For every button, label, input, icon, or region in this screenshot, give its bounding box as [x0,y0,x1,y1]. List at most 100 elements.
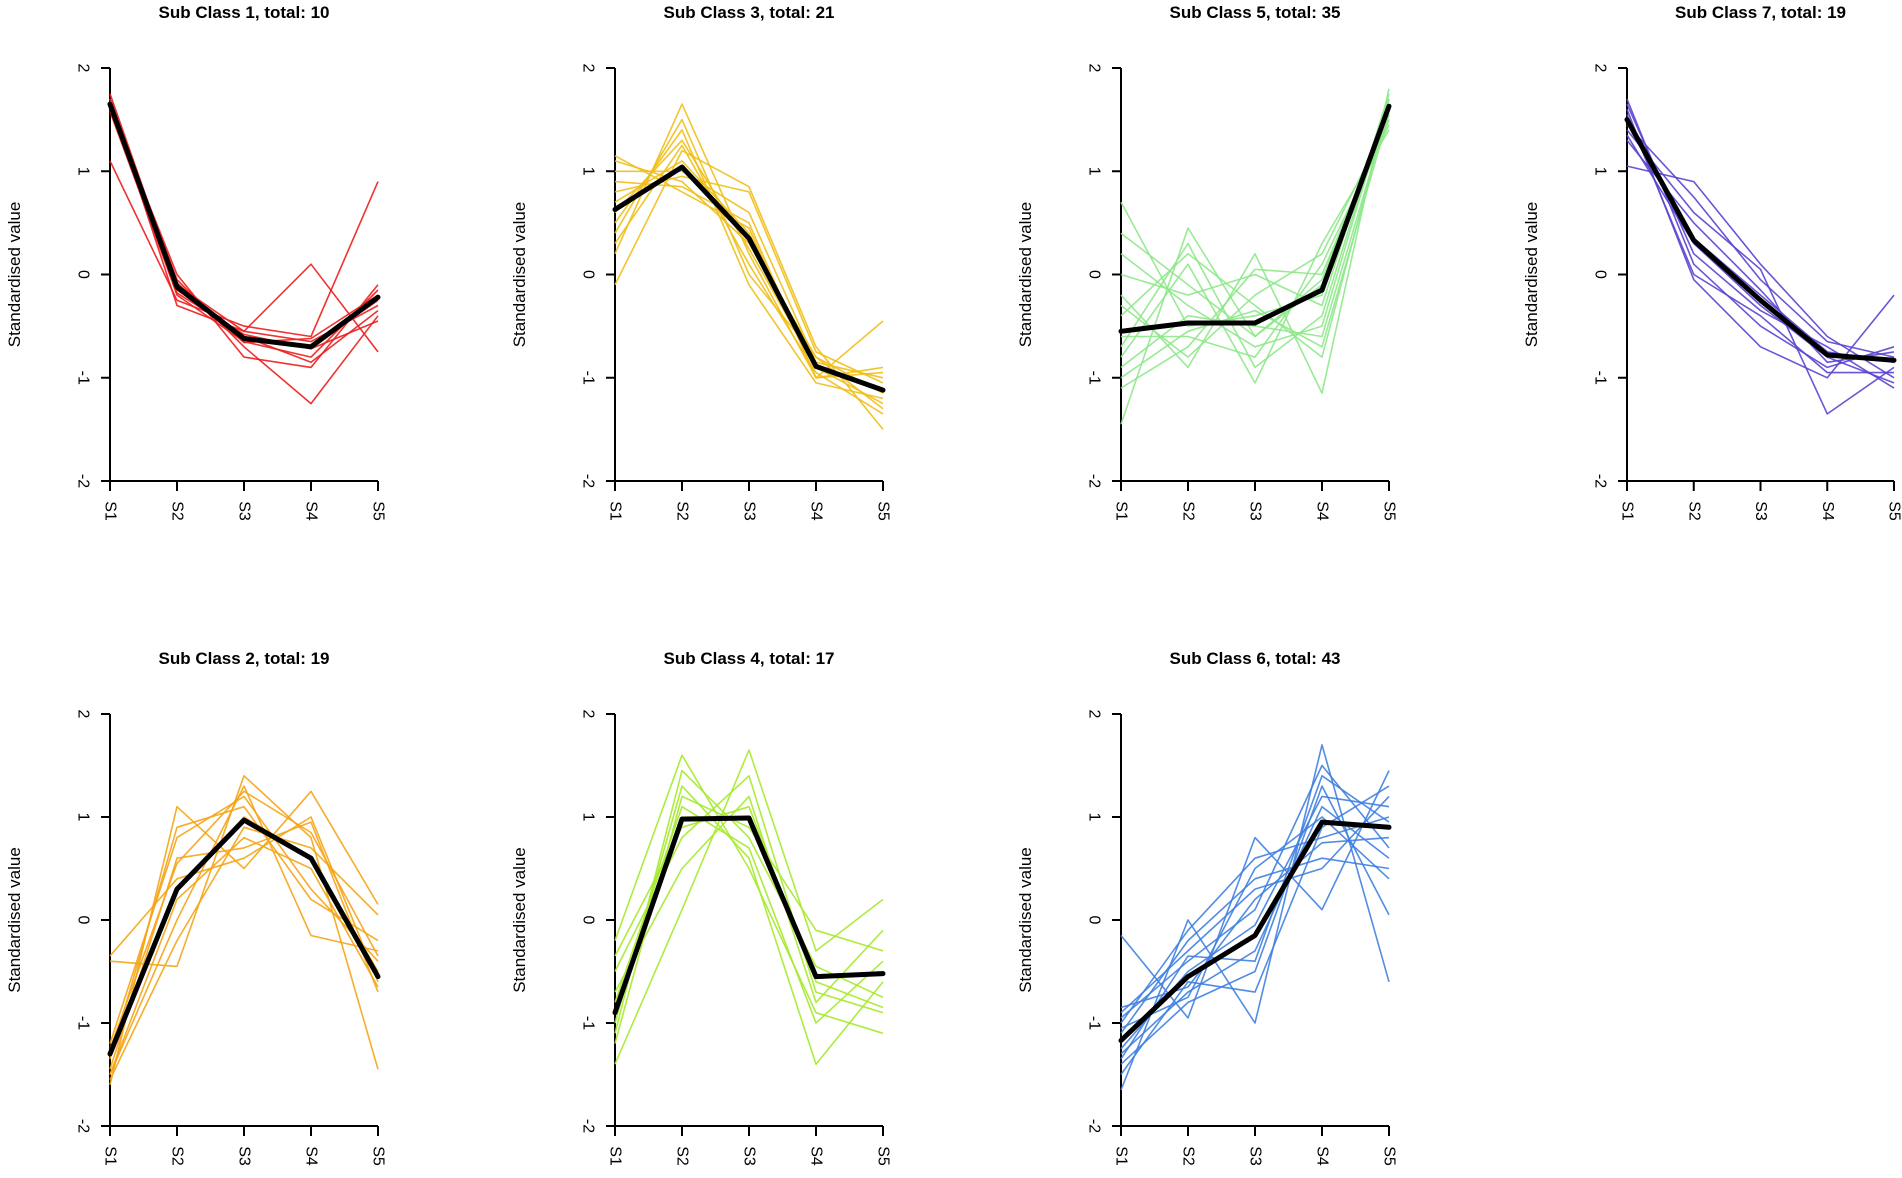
series-line [614,795,884,1004]
y-tick-label: -2 [1086,1119,1103,1133]
y-tick-label: 1 [580,813,597,822]
chart-panel-4: Sub Class 7, total: 19 -2 -1 0 1 2 Standardise… [1522,3,1902,521]
series-line [109,790,379,1050]
x-tick-label: S4 [808,1146,825,1166]
series-line [1120,774,1390,1060]
x-tick-label: S2 [1180,1146,1197,1166]
x-tick-label: S1 [102,501,119,521]
y-tick-label: -1 [580,371,597,385]
y-tick-label: -2 [580,474,597,488]
chart-title: Sub Class 4, total: 17 [664,649,835,668]
series-line [615,170,884,379]
series-line [1120,816,1390,1029]
x-tick-label: S3 [1247,1146,1264,1166]
series-line [1626,134,1895,384]
y-axis-label: Standardised value [510,202,529,348]
series-line [1626,109,1895,379]
y-tick-label: -2 [75,474,92,488]
centroid-line [612,164,886,393]
y-axis-label: Standardised value [1522,202,1541,348]
series-line [614,155,884,379]
series-line [1120,836,1390,1009]
y-tick-label: 2 [1086,64,1103,73]
y-tick-label: -2 [580,1119,597,1133]
chart-title: Sub Class 3, total: 21 [664,3,835,22]
x-tick-label: S1 [1113,501,1130,521]
x-tick-label: S2 [674,1146,691,1166]
chart-panel-6: Sub Class 4, total: 17 -2 -1 0 1 2 Standardise… [510,649,892,1166]
y-tick-label: -2 [1592,474,1609,488]
x-tick-label: S1 [607,1146,624,1166]
y-tick-label: -2 [1086,474,1103,488]
x-tick-label: S3 [1247,501,1264,521]
chart-panel-3: Sub Class 5, total: 35 -2 -1 0 1 2 Standardise… [1016,3,1398,521]
series-line [614,139,884,405]
x-tick-label: S4 [1314,501,1331,521]
y-tick-label: 1 [1086,167,1103,176]
series-line [109,785,379,1075]
y-axis-label: Standardised value [5,202,24,348]
series-line [1121,124,1390,358]
series-line [1626,114,1894,374]
y-tick-label: 2 [1592,64,1609,73]
series-line [614,816,884,1013]
series-line [1626,139,1895,364]
y-axis-label: Standardised value [1016,847,1035,993]
x-tick-label: S3 [741,1146,758,1166]
centroid-line [107,817,381,1057]
series-line [1120,805,1390,1055]
centroid-line [1624,117,1897,363]
y-tick-label: 1 [75,813,92,822]
chart-title: Sub Class 6, total: 43 [1170,649,1341,668]
y-tick-label: 0 [75,916,92,925]
y-tick-label: -1 [1592,371,1609,385]
x-tick-label: S2 [169,1146,186,1166]
series-line [1120,744,1390,1091]
x-tick-label: S3 [236,1146,253,1166]
series-line [1120,770,1390,1019]
series-line [1120,795,1390,1050]
y-tick-label: 0 [1592,270,1609,279]
y-tick-label: 2 [75,64,92,73]
series-line [1120,109,1390,369]
series-line [1120,119,1390,358]
y-tick-label: -1 [580,1016,597,1030]
x-tick-label: S2 [1180,501,1197,521]
y-tick-label: 1 [75,167,92,176]
x-tick-label: S5 [875,1146,892,1166]
series-line [109,100,379,353]
y-axis-label: Standardised value [5,847,24,993]
chart-title: Sub Class 5, total: 35 [1170,3,1341,22]
series-line [614,805,884,1024]
series-line [1626,98,1895,369]
series-line [614,180,884,379]
x-tick-label: S1 [607,501,624,521]
chart-title: Sub Class 7, total: 19 [1675,3,1846,22]
chart-title: Sub Class 2, total: 19 [159,649,330,668]
x-tick-label: S2 [674,501,691,521]
centroid-line [612,815,886,1016]
x-tick-label: S4 [1314,1146,1331,1166]
y-tick-label: 2 [580,64,597,73]
chart-panel-5: Sub Class 2, total: 19 -2 -1 0 1 2 Standardise… [5,649,387,1166]
x-tick-label: S3 [236,501,253,521]
series-line [1626,124,1895,358]
series-line [1120,764,1390,1019]
x-tick-label: S4 [808,501,825,521]
y-axis-label: Standardised value [510,847,529,993]
y-tick-label: 2 [75,710,92,719]
series-line [1626,129,1895,415]
series-line [1120,114,1390,379]
series-line [109,805,379,1060]
x-tick-label: S2 [169,501,186,521]
x-tick-label: S5 [1381,501,1398,521]
series-line [1120,129,1390,384]
series-line [109,98,379,364]
x-tick-label: S4 [303,501,320,521]
x-tick-label: S1 [1619,501,1636,521]
y-tick-label: -1 [1086,371,1103,385]
series-line [109,109,379,358]
y-tick-label: 0 [1086,270,1103,279]
y-tick-label: -1 [75,371,92,385]
